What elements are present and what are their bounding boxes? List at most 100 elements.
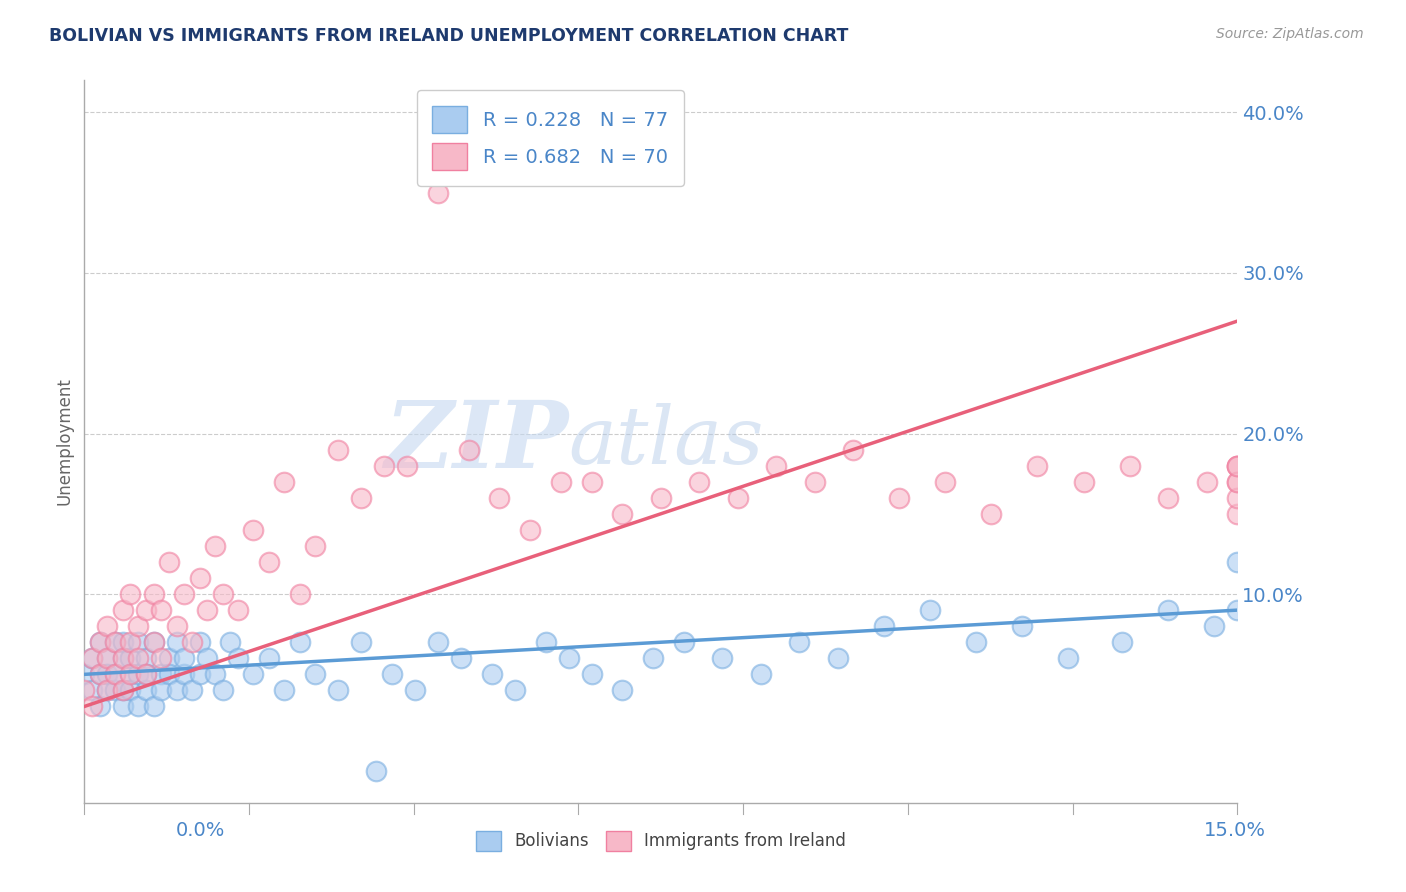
Point — [142, 699, 165, 714]
Point — [711, 651, 734, 665]
Point — [89, 667, 111, 681]
Point — [1226, 458, 1249, 473]
Point — [803, 475, 825, 489]
Text: atlas: atlas — [568, 403, 763, 480]
Point — [749, 667, 772, 681]
Point — [965, 635, 987, 649]
Text: BOLIVIAN VS IMMIGRANTS FROM IRELAND UNEMPLOYMENT CORRELATION CHART: BOLIVIAN VS IMMIGRANTS FROM IRELAND UNEM… — [49, 27, 849, 45]
Point — [887, 491, 910, 505]
Point — [426, 186, 449, 200]
Point — [127, 667, 149, 681]
Point — [257, 651, 280, 665]
Point — [1226, 555, 1249, 569]
Point — [488, 491, 510, 505]
Point — [188, 571, 211, 585]
Point — [80, 699, 103, 714]
Point — [481, 667, 503, 681]
Point — [519, 523, 541, 537]
Point — [104, 667, 127, 681]
Point — [381, 667, 404, 681]
Point — [73, 683, 96, 698]
Point — [157, 667, 180, 681]
Point — [373, 458, 395, 473]
Point — [120, 635, 142, 649]
Point — [188, 667, 211, 681]
Point — [612, 683, 634, 698]
Point — [104, 635, 127, 649]
Legend: Bolivians, Immigrants from Ireland: Bolivians, Immigrants from Ireland — [468, 822, 853, 860]
Point — [120, 651, 142, 665]
Point — [350, 491, 373, 505]
Point — [96, 651, 118, 665]
Point — [111, 699, 134, 714]
Point — [135, 683, 157, 698]
Point — [73, 667, 96, 681]
Point — [120, 667, 142, 681]
Point — [166, 683, 188, 698]
Point — [89, 635, 111, 649]
Point — [195, 651, 218, 665]
Point — [89, 667, 111, 681]
Point — [650, 491, 672, 505]
Y-axis label: Unemployment: Unemployment — [55, 377, 73, 506]
Text: Source: ZipAtlas.com: Source: ZipAtlas.com — [1216, 27, 1364, 41]
Point — [1157, 491, 1180, 505]
Point — [1226, 458, 1249, 473]
Point — [688, 475, 710, 489]
Point — [150, 651, 173, 665]
Point — [1195, 475, 1218, 489]
Point — [1226, 507, 1249, 521]
Point — [181, 683, 204, 698]
Point — [166, 635, 188, 649]
Point — [89, 635, 111, 649]
Point — [142, 587, 165, 601]
Point — [672, 635, 695, 649]
Point — [404, 683, 426, 698]
Point — [111, 603, 134, 617]
Point — [643, 651, 665, 665]
Point — [1118, 458, 1140, 473]
Point — [188, 635, 211, 649]
Point — [873, 619, 896, 633]
Point — [96, 667, 118, 681]
Point — [96, 651, 118, 665]
Point — [226, 603, 249, 617]
Point — [1226, 475, 1249, 489]
Point — [127, 619, 149, 633]
Point — [120, 667, 142, 681]
Point — [96, 683, 118, 698]
Point — [135, 667, 157, 681]
Point — [1057, 651, 1080, 665]
Point — [127, 699, 149, 714]
Point — [80, 651, 103, 665]
Point — [1011, 619, 1033, 633]
Point — [257, 555, 280, 569]
Point — [273, 683, 295, 698]
Point — [111, 651, 134, 665]
Point — [1073, 475, 1095, 489]
Point — [150, 683, 173, 698]
Point — [96, 683, 118, 698]
Point — [396, 458, 419, 473]
Point — [918, 603, 941, 617]
Point — [120, 587, 142, 601]
Point — [612, 507, 634, 521]
Point — [89, 699, 111, 714]
Point — [173, 667, 195, 681]
Point — [80, 683, 103, 698]
Point — [557, 651, 579, 665]
Point — [111, 651, 134, 665]
Point — [173, 651, 195, 665]
Point — [727, 491, 749, 505]
Point — [581, 475, 603, 489]
Point — [142, 635, 165, 649]
Point — [204, 539, 226, 553]
Point — [150, 603, 173, 617]
Point — [127, 651, 149, 665]
Point — [104, 667, 127, 681]
Point — [111, 635, 134, 649]
Point — [842, 442, 865, 457]
Point — [366, 764, 388, 778]
Point — [166, 619, 188, 633]
Point — [104, 683, 127, 698]
